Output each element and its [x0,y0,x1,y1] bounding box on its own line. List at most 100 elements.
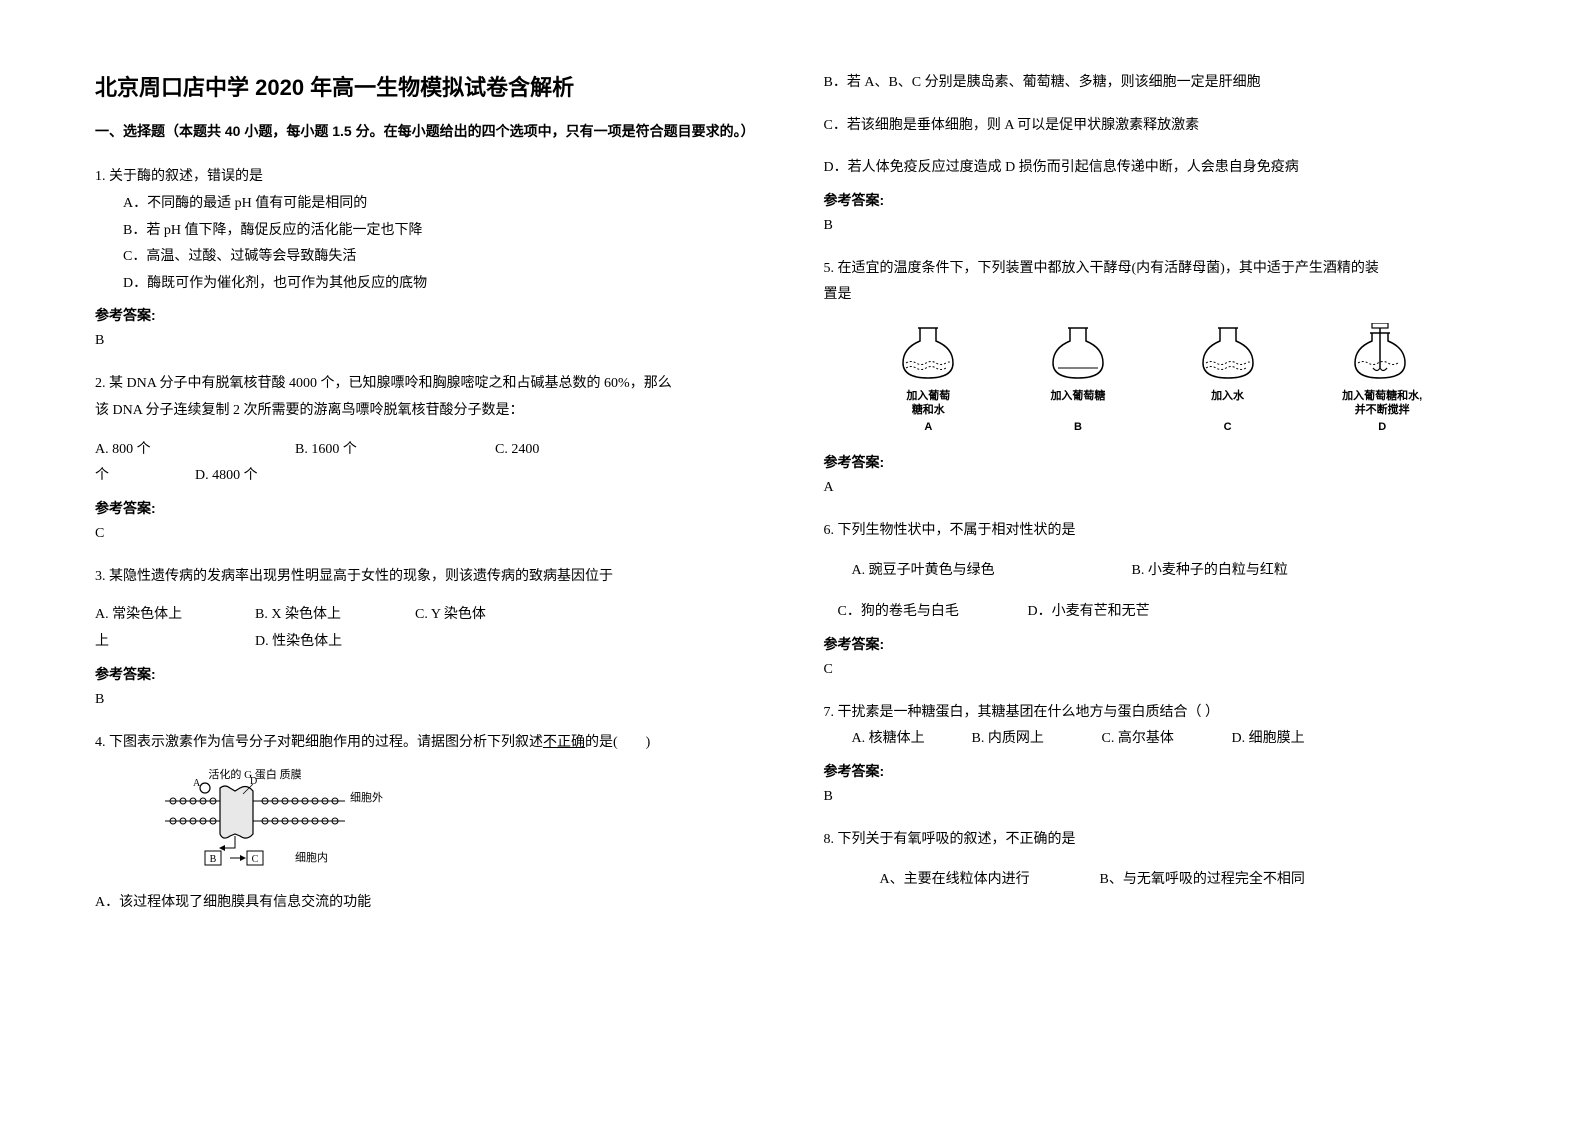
answer-label: 参考答案: [95,305,764,325]
flask-c-icon [1188,323,1268,383]
answer-label: 参考答案: [95,664,764,684]
flask-d-l2: 并不断搅拌 [1355,403,1410,417]
q7-stem: 7. 干扰素是一种糖蛋白，其糖基团在什么地方与蛋白质结合（ ） [824,700,1493,727]
q1-opt-c: C．高温、过酸、过碱等会导致酶失活 [95,244,764,271]
flask-d: 加入葡萄糖和水, 并不断搅拌 D [1337,323,1427,434]
section-header: 一、选择题（本题共 40 小题，每小题 1.5 分。在每小题给出的四个选项中，只… [95,120,764,142]
q1-opt-b: B．若 pH 值下降，酶促反应的活化能一定也下降 [95,218,764,245]
q1-stem: 1. 关于酶的叙述，错误的是 [95,164,764,191]
left-column: 北京周口店中学 2020 年高一生物模拟试卷含解析 一、选择题（本题共 40 小… [95,70,764,939]
q4-stem-post: 的是( ) [585,735,650,750]
question-7: 7. 干扰素是一种糖蛋白，其糖基团在什么地方与蛋白质结合（ ） A. 核糖体上 … [824,700,1493,805]
flask-d-l1: 加入葡萄糖和水, [1342,389,1422,403]
flask-b-icon [1038,323,1118,383]
q4-opt-d: D．若人体免疫反应过度造成 D 损伤而引起信息传递中断，人会患自身免疫病 [824,155,1493,182]
q4-opt-a: A．该过程体现了细胞膜具有信息交流的功能 [95,890,764,917]
q8-opt-a: A、主要在线粒体内进行 [880,867,1100,894]
q2-opt-d: D. 4800 个 [195,463,258,490]
answer-label: 参考答案: [824,761,1493,781]
answer-label: 参考答案: [95,498,764,518]
q5-answer: A [824,480,1493,496]
q7-opt-c: C. 高尔基体 [1102,726,1232,753]
q5-flask-row: 加入葡萄 糖和水 A 加入葡萄糖 B [824,323,1493,434]
q3-opts-row-2: 上 D. 性染色体上 [95,629,764,656]
flask-a-l2: 糖和水 [912,403,945,417]
q2-answer: C [95,526,764,542]
flask-b: 加入葡萄糖 B [1038,323,1118,434]
q4-opt-b: B．若 A、B、C 分别是胰岛素、葡萄糖、多糖，则该细胞一定是肝细胞 [824,70,1493,97]
q4-stem: 4. 下图表示激素作为信号分子对靶细胞作用的过程。请据图分析下列叙述不正确的是(… [95,730,764,757]
q6-opts-row-1: A. 豌豆子叶黄色与绿色 B. 小麦种子的白粒与红粒 [824,558,1493,585]
q4-opt-c: C．若该细胞是垂体细胞，则 A 可以是促甲状腺激素释放激素 [824,113,1493,140]
question-1: 1. 关于酶的叙述，错误的是 A．不同酶的最适 pH 值有可能是相同的 B．若 … [95,164,764,349]
q8-stem: 8. 下列关于有氧呼吸的叙述，不正确的是 [824,827,1493,854]
q2-stem-2: 该 DNA 分子连续复制 2 次所需要的游离鸟嘌呤脱氧核苷酸分子数是： [95,398,764,425]
q4-stem-pre: 4. 下图表示激素作为信号分子对靶细胞作用的过程。请据图分析下列叙述 [95,735,543,750]
q4-stem-underline: 不正确 [543,735,585,750]
q1-answer: B [95,333,764,349]
q8-opts-row: A、主要在线粒体内进行 B、与无氧呼吸的过程完全不相同 [824,867,1493,894]
q6-opts-row-2: C．狗的卷毛与白毛 D．小麦有芒和无芒 [824,599,1493,626]
fig-b-label: B [210,854,217,865]
answer-label: 参考答案: [824,634,1493,654]
q5-stem-2: 置是 [824,282,1493,309]
fig-c-label: C [252,854,259,865]
fig-outer-label: 细胞外 [350,791,383,804]
q2-opt-c: C. 2400 [495,437,539,464]
q5-stem-1: 5. 在适宜的温度条件下，下列装置中都放入干酵母(内有活酵母菌)，其中适于产生酒… [824,256,1493,283]
question-3: 3. 某隐性遗传病的发病率出现男性明显高于女性的现象，则该遗传病的致病基因位于 … [95,564,764,708]
flask-a-icon [888,323,968,383]
membrane-circles [170,798,338,824]
g-protein-diagram-icon: 活化的 G 蛋白 质膜 [135,766,395,876]
flask-d-icon [1337,323,1427,383]
fig-inner-label: 细胞内 [295,850,328,864]
q7-opts-row: A. 核糖体上 B. 内质网上 C. 高尔基体 D. 细胞膜上 [824,726,1493,753]
document-title: 北京周口店中学 2020 年高一生物模拟试卷含解析 [95,70,764,102]
q6-opt-a: A. 豌豆子叶黄色与绿色 [852,558,1132,585]
q6-opt-d: D．小麦有芒和无芒 [1028,599,1150,626]
flask-b-l3: B [1074,420,1082,434]
question-6: 6. 下列生物性状中，不属于相对性状的是 A. 豌豆子叶黄色与绿色 B. 小麦种… [824,518,1493,678]
q3-opt-c2: 上 [95,629,255,656]
q6-stem: 6. 下列生物性状中，不属于相对性状的是 [824,518,1493,545]
q7-opt-a: A. 核糖体上 [852,726,972,753]
flask-b-l1: 加入葡萄糖 [1050,389,1105,403]
q7-opt-b: B. 内质网上 [972,726,1102,753]
q2-opts-row-1: A. 800 个 B. 1600 个 C. 2400 [95,437,764,464]
question-4-cont: B．若 A、B、C 分别是胰岛素、葡萄糖、多糖，则该细胞一定是肝细胞 C．若该细… [824,70,1493,234]
q1-opt-a: A．不同酶的最适 pH 值有可能是相同的 [95,191,764,218]
right-column: B．若 A、B、C 分别是胰岛素、葡萄糖、多糖，则该细胞一定是肝细胞 C．若该细… [824,70,1493,939]
flask-a-l3: A [924,420,932,434]
q6-opt-c: C．狗的卷毛与白毛 [838,599,1028,626]
flask-d-l3: D [1378,420,1386,434]
q2-opt-a: A. 800 个 [95,437,295,464]
flask-a-l1: 加入葡萄 [906,389,950,403]
answer-label: 参考答案: [824,190,1493,210]
flask-c: 加入水 C [1188,323,1268,434]
q3-answer: B [95,692,764,708]
q8-opt-b: B、与无氧呼吸的过程完全不相同 [1100,867,1305,894]
flask-c-l3: C [1224,420,1232,434]
q2-opt-c2: 个 [95,463,195,490]
q6-opt-b: B. 小麦种子的白粒与红粒 [1132,558,1288,585]
q4-figure: 活化的 G 蛋白 质膜 [135,766,764,876]
q3-opt-a: A. 常染色体上 [95,602,255,629]
q3-stem: 3. 某隐性遗传病的发病率出现男性明显高于女性的现象，则该遗传病的致病基因位于 [95,564,764,591]
question-8: 8. 下列关于有氧呼吸的叙述，不正确的是 A、主要在线粒体内进行 B、与无氧呼吸… [824,827,1493,894]
fig-a-label: A [193,778,201,789]
question-5: 5. 在适宜的温度条件下，下列装置中都放入干酵母(内有活酵母菌)，其中适于产生酒… [824,256,1493,496]
q2-opt-b: B. 1600 个 [295,437,495,464]
q3-opt-c: C. Y 染色体 [415,602,486,629]
q3-opt-d: D. 性染色体上 [255,629,342,656]
flask-c-l1: 加入水 [1211,389,1244,403]
flask-a: 加入葡萄 糖和水 A [888,323,968,434]
answer-label: 参考答案: [824,452,1493,472]
q7-opt-d: D. 细胞膜上 [1232,726,1305,753]
q3-opt-b: B. X 染色体上 [255,602,415,629]
question-4: 4. 下图表示激素作为信号分子对靶细胞作用的过程。请据图分析下列叙述不正确的是(… [95,730,764,917]
q3-opts-row-1: A. 常染色体上 B. X 染色体上 C. Y 染色体 [95,602,764,629]
q7-answer: B [824,789,1493,805]
q6-answer: C [824,662,1493,678]
q2-stem-1: 2. 某 DNA 分子中有脱氧核苷酸 4000 个，已知腺嘌呤和胸腺嘧啶之和占碱… [95,371,764,398]
q2-opts-row-2: 个 D. 4800 个 [95,463,764,490]
